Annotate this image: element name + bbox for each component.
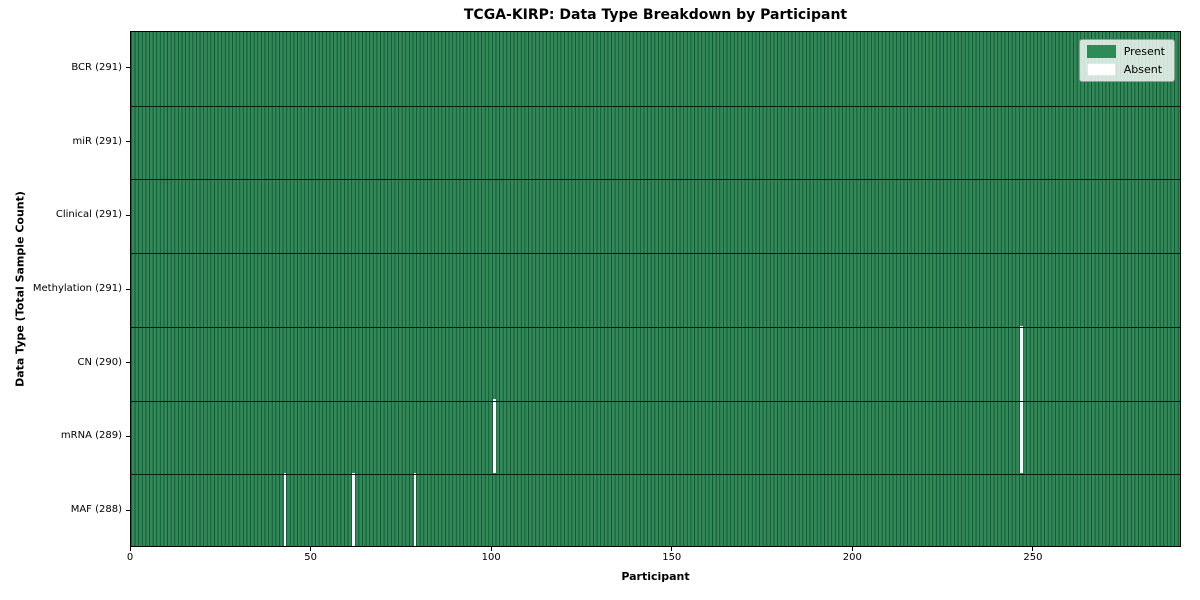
absent-cell-cn-p246 (1020, 325, 1024, 400)
y-tick-label-clinical: Clinical (291) (55, 209, 122, 221)
x-tick-label: 0 (126, 552, 134, 563)
row-separator (131, 326, 1180, 328)
x-tick-mark (310, 547, 312, 551)
legend-label-absent: Absent (1123, 63, 1163, 76)
heatmap-row-bcr (131, 32, 1180, 106)
heatmap-rows (131, 32, 1180, 546)
legend-item-present: Present (1086, 45, 1165, 58)
x-tick-mark (851, 547, 853, 551)
y-tick-mark (126, 509, 130, 511)
y-tick-mark (126, 288, 130, 290)
heatmap-row-cn (131, 325, 1180, 400)
chart-title: TCGA-KIRP: Data Type Breakdown by Partic… (463, 7, 848, 23)
y-tick-mark (126, 435, 130, 437)
y-tick-mark (126, 141, 130, 143)
y-tick-label-methylation: Methylation (291) (32, 283, 122, 294)
row-separator (131, 474, 1180, 476)
y-tick-mark (126, 67, 130, 69)
heatmap-row-maf (131, 472, 1180, 546)
x-tick-mark (490, 547, 492, 551)
y-tick-label-mir: miR (291) (72, 135, 122, 147)
x-tick-label: 50 (304, 552, 317, 563)
heatmap-row-mir (131, 105, 1180, 179)
x-tick-label: 150 (662, 552, 682, 563)
absent-cell-mrna-p100 (493, 399, 496, 473)
absent-cell-maf-p78 (413, 472, 417, 546)
row-separator (131, 400, 1180, 402)
legend-label-present: Present (1123, 45, 1165, 58)
x-tick-label: 100 (481, 552, 501, 563)
row-separator (131, 253, 1180, 255)
x-tick-label: 250 (1023, 552, 1043, 563)
plot-area: Present Absent (130, 31, 1181, 547)
heatmap-row-clinical (131, 178, 1180, 253)
y-tick-label-maf: MAF (288) (70, 504, 122, 516)
y-tick-label-mrna: mRNA (289) (60, 430, 122, 442)
heatmap-row-mrna (131, 399, 1180, 473)
present-swatch-icon (1086, 45, 1116, 58)
y-tick-mark (126, 362, 130, 364)
x-tick-mark (129, 547, 131, 551)
x-tick-label: 200 (842, 552, 862, 563)
absent-swatch-icon (1086, 63, 1116, 76)
legend-item-absent: Absent (1086, 63, 1165, 76)
x-axis-title: Participant (621, 570, 690, 583)
row-separator (131, 179, 1180, 181)
x-tick-mark (671, 547, 673, 551)
x-tick-mark (1032, 547, 1034, 551)
y-tick-label-bcr: BCR (291) (71, 61, 122, 73)
absent-cell-mrna-p246 (1020, 399, 1024, 473)
absent-cell-maf-p42 (283, 472, 287, 546)
heatmap-row-methylation (131, 252, 1180, 326)
y-tick-label-cn: CN (290) (77, 356, 122, 368)
legend: Present Absent (1078, 39, 1175, 82)
absent-cell-maf-p61 (352, 472, 355, 546)
row-separator (131, 105, 1180, 107)
y-tick-mark (126, 214, 130, 216)
